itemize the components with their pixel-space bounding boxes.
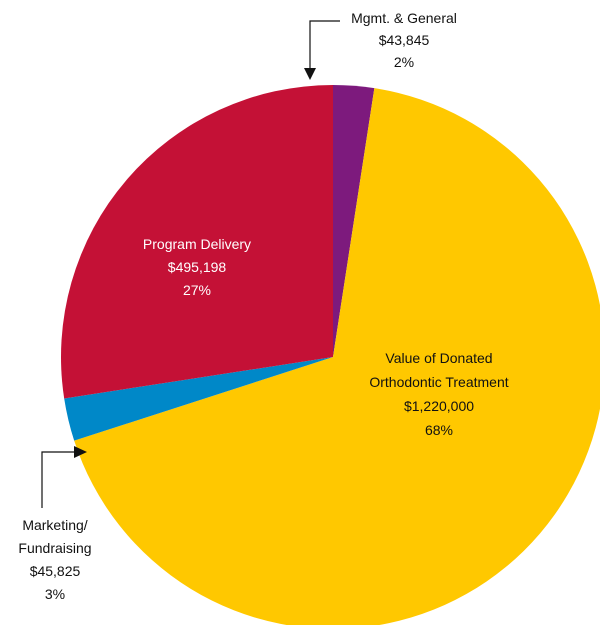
slice-marketing-fundraising — [64, 357, 334, 441]
mgmt-general-callout-arrow — [304, 20, 340, 80]
slice-marketing-fundraising-label: Marketing/Fundraising $45,825 3% — [18, 517, 91, 602]
slice-program-delivery — [60, 85, 333, 399]
slice-mgmt-general — [333, 85, 375, 357]
slice-program-delivery-label: Program Delivery $495,198 27% — [143, 236, 251, 298]
slice-labels: Mgmt. & General $43,845 2% Value of Donated… — [18, 10, 508, 602]
slice-donated-treatment-label: Value of Donated Orthodontic Treatment $1,… — [369, 350, 508, 438]
slice-mgmt-general-label: Mgmt. & General $43,845 2% — [351, 10, 457, 70]
marketing-fundraising-callout-arrow — [41, 446, 87, 508]
pie-slices — [60, 85, 600, 625]
slice-donated-treatment — [74, 88, 600, 625]
